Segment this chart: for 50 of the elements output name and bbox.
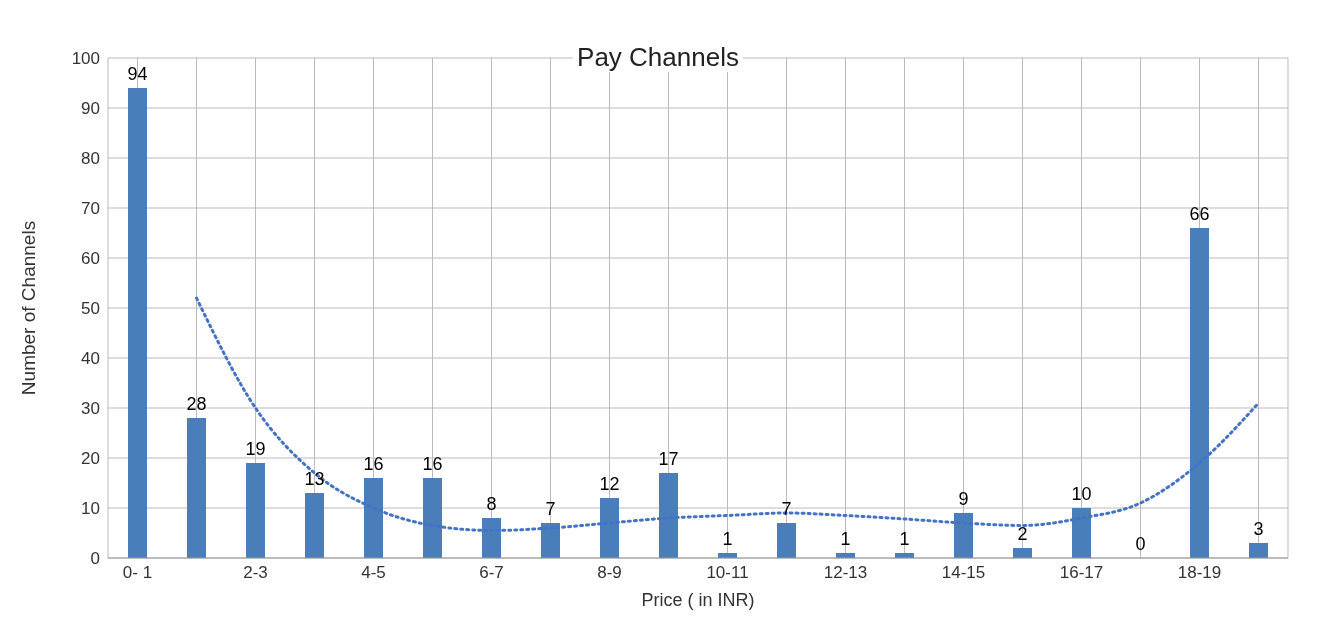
data-label: 16 bbox=[363, 454, 384, 474]
data-label: 16 bbox=[422, 454, 443, 474]
x-tick-label: 16-17 bbox=[1059, 563, 1104, 583]
x-axis-title: Price ( in INR) bbox=[641, 590, 755, 610]
bar bbox=[1249, 543, 1268, 558]
y-tick-label: 0 bbox=[90, 549, 100, 569]
bar bbox=[777, 523, 796, 558]
data-label: 28 bbox=[186, 394, 207, 414]
data-label: 13 bbox=[304, 469, 325, 489]
x-tick-label: 8-9 bbox=[597, 563, 622, 583]
x-tick-label: 6-7 bbox=[479, 563, 504, 583]
data-label: 1 bbox=[840, 529, 851, 549]
data-label: 2 bbox=[1017, 524, 1028, 544]
bar bbox=[1013, 548, 1032, 558]
chart-title: Pay Channels bbox=[573, 42, 743, 72]
data-label: 7 bbox=[545, 499, 556, 519]
data-label: 8 bbox=[486, 494, 497, 514]
data-label: 19 bbox=[245, 439, 266, 459]
x-tick-label: 10-11 bbox=[706, 563, 749, 583]
x-tick-label: 18-19 bbox=[1177, 563, 1222, 583]
data-label: 1 bbox=[899, 529, 910, 549]
y-tick-label: 40 bbox=[81, 349, 100, 369]
data-label: 0 bbox=[1135, 534, 1146, 554]
y-tick-label: 80 bbox=[81, 149, 100, 169]
data-label: 10 bbox=[1071, 484, 1092, 504]
bar bbox=[187, 418, 206, 558]
x-tick-label: 12-13 bbox=[823, 563, 868, 583]
y-tick-label: 90 bbox=[81, 99, 100, 119]
y-tick-label: 70 bbox=[81, 199, 100, 219]
data-label: 1 bbox=[722, 529, 733, 549]
data-label: 66 bbox=[1189, 204, 1210, 224]
y-tick-label: 30 bbox=[81, 399, 100, 419]
bar bbox=[305, 493, 324, 558]
data-label: 94 bbox=[127, 64, 148, 84]
x-tick-label: 2-3 bbox=[243, 563, 268, 583]
data-label: 12 bbox=[599, 474, 620, 494]
y-tick-label: 10 bbox=[81, 499, 100, 519]
y-tick-label: 100 bbox=[71, 49, 100, 69]
y-tick-label: 20 bbox=[81, 449, 100, 469]
y-tick-label: 50 bbox=[81, 299, 100, 319]
y-axis-title: Number of Channels bbox=[17, 220, 39, 396]
data-label: 9 bbox=[958, 489, 969, 509]
x-tick-label: 14-15 bbox=[941, 563, 986, 583]
x-tick-label: 0- 1 bbox=[122, 563, 153, 583]
data-label: 3 bbox=[1253, 519, 1264, 539]
y-tick-label: 60 bbox=[81, 249, 100, 269]
x-tick-label: 4-5 bbox=[361, 563, 386, 583]
bar bbox=[246, 463, 265, 558]
bar bbox=[128, 88, 147, 558]
data-label: 17 bbox=[658, 449, 679, 469]
